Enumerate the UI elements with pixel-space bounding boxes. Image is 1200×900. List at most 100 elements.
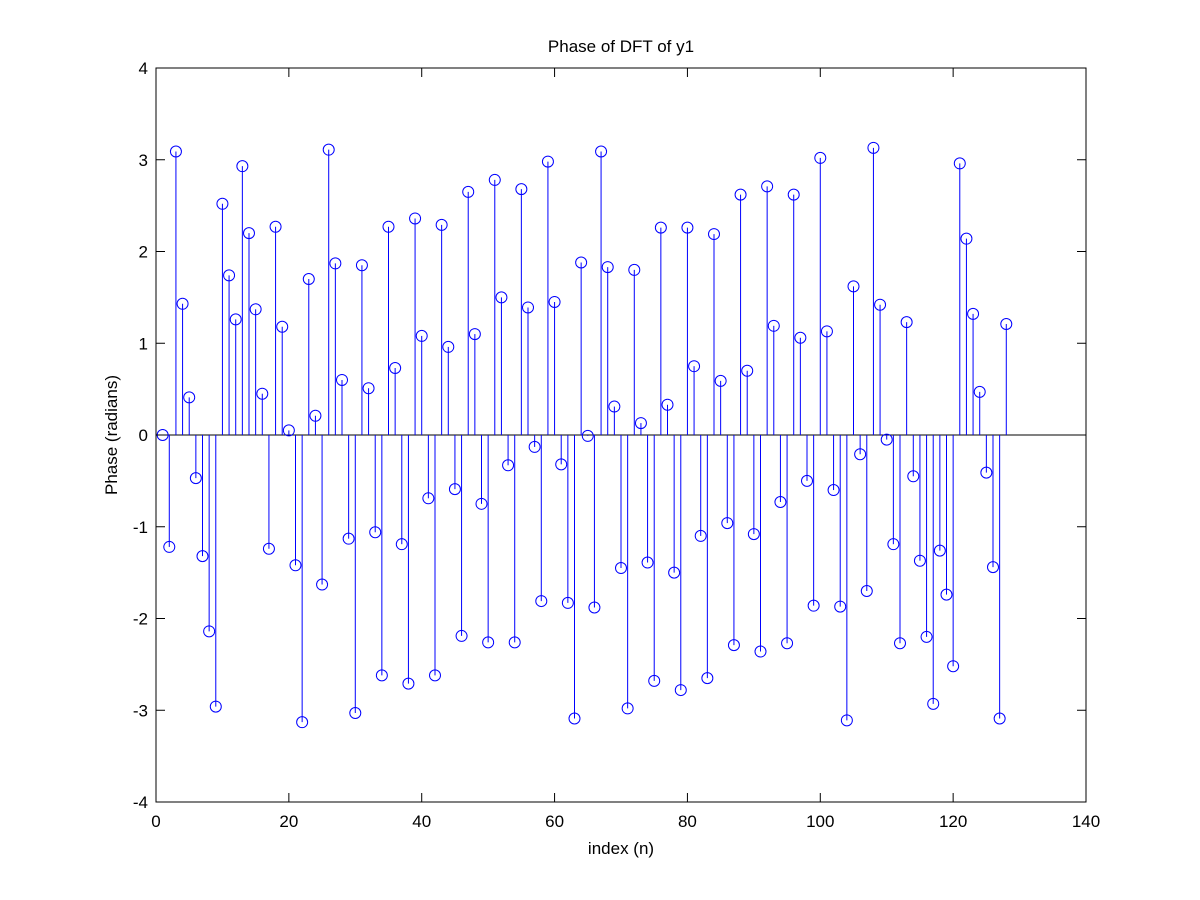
- stem-marker: [329, 257, 342, 270]
- stem-marker: [714, 374, 727, 387]
- stem-marker: [947, 660, 960, 673]
- stem-marker: [395, 538, 408, 551]
- stem-marker: [854, 448, 867, 461]
- stem-marker: [794, 331, 807, 344]
- stem-marker: [189, 472, 202, 485]
- stem-marker: [907, 470, 920, 483]
- x-tick-label: 60: [545, 812, 564, 831]
- chart-title: Phase of DFT of y1: [548, 37, 694, 56]
- stem-marker: [980, 466, 993, 479]
- x-tick-label: 40: [412, 812, 431, 831]
- stem-marker: [887, 538, 900, 551]
- stem-marker: [502, 459, 515, 472]
- stem-marker: [429, 669, 441, 682]
- stem-marker: [223, 269, 236, 282]
- stem-marker: [648, 674, 661, 687]
- stem-marker: [528, 440, 541, 453]
- stem-marker: [993, 712, 1006, 725]
- stem-marker: [694, 529, 707, 542]
- stem-marker: [362, 382, 375, 395]
- stem-marker: [289, 559, 302, 572]
- stem-marker: [608, 400, 621, 413]
- stem-marker: [953, 157, 966, 170]
- stem-marker: [967, 307, 980, 320]
- stem-marker: [296, 716, 309, 729]
- stem-marker: [442, 340, 455, 353]
- stem-marker: [674, 684, 687, 697]
- stem-marker: [880, 433, 893, 446]
- y-tick-label: 4: [139, 59, 148, 78]
- x-tick-label: 120: [939, 812, 967, 831]
- stem-marker: [774, 495, 787, 508]
- stem-marker: [754, 645, 767, 658]
- stem-marker: [681, 221, 694, 234]
- stems-layer: [168, 147, 1007, 723]
- stem-marker: [336, 373, 348, 386]
- stem-marker: [482, 636, 495, 649]
- stem-marker: [701, 672, 714, 685]
- stem-marker: [575, 256, 588, 269]
- stem-marker: [628, 263, 641, 276]
- stem-marker: [761, 180, 774, 193]
- y-tick-label: -2: [133, 610, 148, 629]
- stem-marker: [522, 301, 534, 314]
- stem-marker: [495, 291, 508, 304]
- y-tick-label: 3: [139, 151, 148, 170]
- stem-marker: [568, 712, 581, 725]
- stem-marker: [708, 228, 720, 241]
- stem-marker: [455, 629, 468, 642]
- stem-marker: [654, 221, 667, 234]
- stem-marker: [355, 259, 368, 272]
- stem-marker: [409, 212, 422, 225]
- stem-marker: [688, 360, 701, 373]
- stem-marker: [781, 637, 794, 650]
- stem-marker: [389, 362, 402, 375]
- stem-marker: [820, 325, 833, 338]
- stem-marker: [249, 303, 262, 316]
- stem-marker: [256, 387, 269, 400]
- stem-marker: [894, 637, 906, 650]
- stem-marker: [847, 280, 860, 293]
- y-tick-label: 1: [139, 334, 148, 353]
- stem-marker: [913, 554, 926, 567]
- stem-marker: [787, 188, 800, 201]
- stem-marker: [342, 532, 355, 545]
- y-axis-ticks: -4 -3 -2 -1 0 1 2 3 4: [133, 59, 1086, 812]
- stem-marker: [1000, 317, 1013, 330]
- stem-marker: [422, 492, 435, 505]
- stem-marker: [601, 261, 614, 274]
- stem-marker: [535, 595, 548, 608]
- stem-marker: [767, 319, 780, 332]
- stem-marker: [874, 298, 887, 311]
- y-tick-label: 2: [139, 243, 148, 262]
- stem-marker: [595, 145, 608, 158]
- x-tick-label: 0: [151, 812, 160, 831]
- stem-marker: [840, 714, 853, 727]
- stem-marker: [402, 677, 415, 690]
- stem-marker: [176, 297, 189, 310]
- y-tick-label: -3: [133, 701, 148, 720]
- stem-marker: [382, 220, 395, 233]
- x-axis-label: index (n): [588, 839, 654, 858]
- stem-marker: [243, 227, 255, 240]
- stem-marker: [661, 398, 674, 411]
- stem-marker: [727, 639, 740, 652]
- y-tick-label: 0: [139, 426, 148, 445]
- y-tick-label: -1: [133, 518, 148, 537]
- stem-marker: [900, 316, 913, 329]
- stem-marker: [987, 561, 999, 574]
- stem-marker: [541, 155, 554, 168]
- markers-layer: [156, 141, 1013, 729]
- stem-marker: [548, 295, 561, 308]
- stem-marker: [462, 185, 475, 198]
- x-tick-label: 80: [678, 812, 697, 831]
- stem-marker: [203, 625, 216, 638]
- stem-marker: [236, 160, 249, 173]
- stem-marker: [163, 540, 176, 553]
- stem-marker: [435, 218, 448, 231]
- stem-marker: [801, 474, 813, 487]
- stem-marker: [927, 697, 940, 710]
- x-axis-ticks: 0 20 40 60 80 100 120 140: [151, 68, 1100, 831]
- stem-marker: [747, 528, 760, 541]
